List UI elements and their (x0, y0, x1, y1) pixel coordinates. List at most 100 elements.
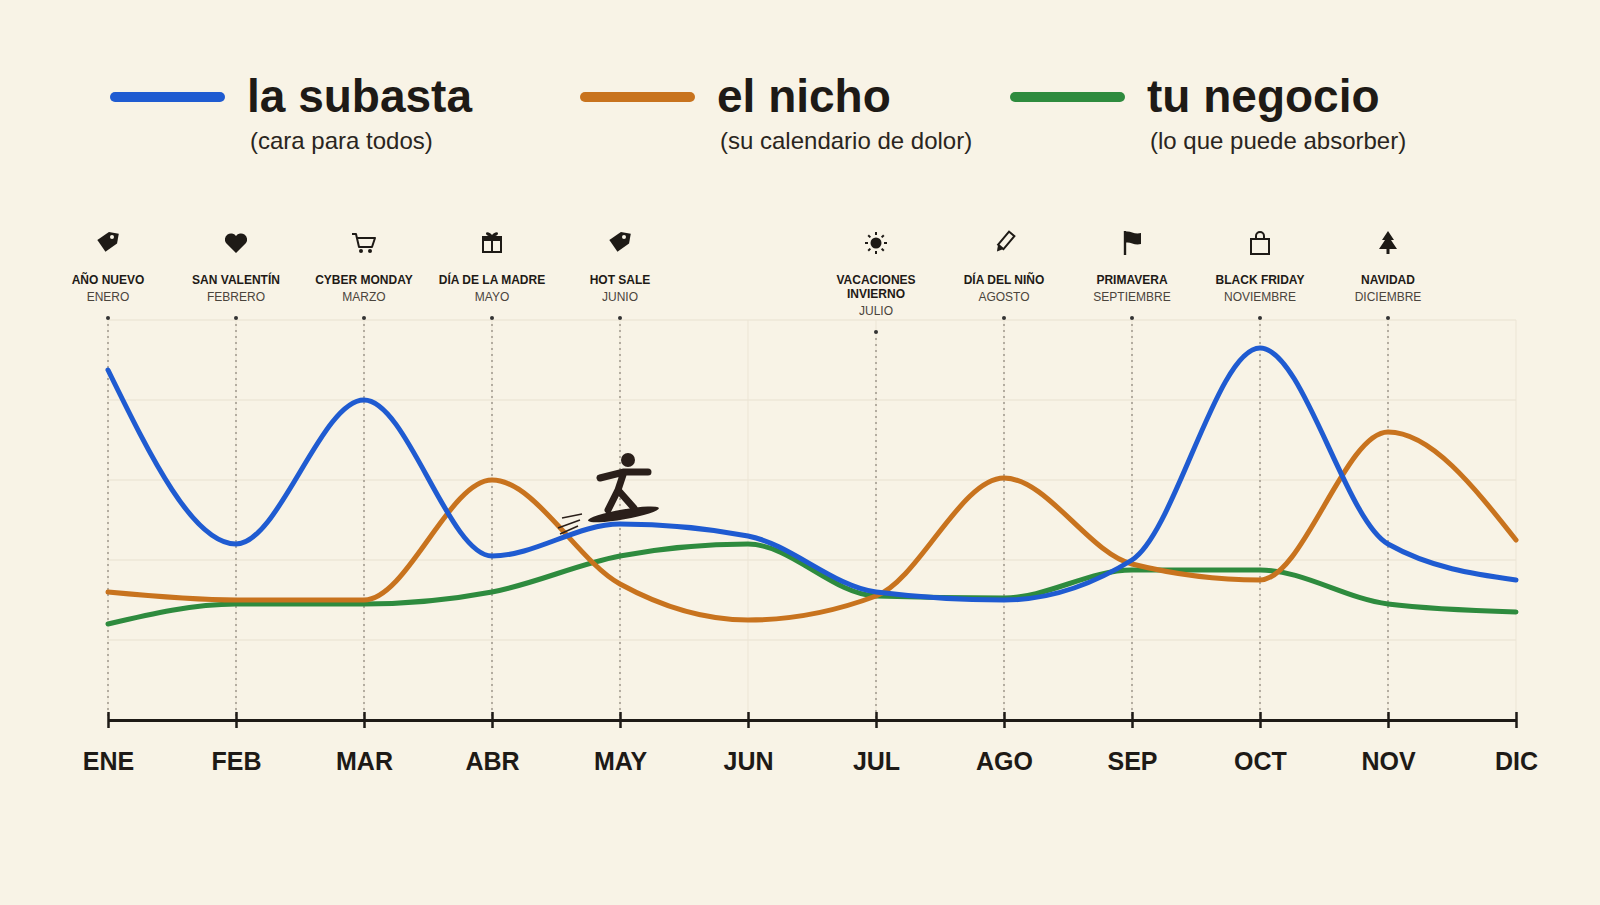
legend-item: tu negocio (lo que puede absorber) (1015, 70, 1406, 154)
event-icon (1251, 232, 1269, 254)
event-icon (96, 230, 119, 253)
tick: SEP (1107, 712, 1157, 775)
event-dot (490, 316, 494, 320)
tick-label: JUL (853, 747, 900, 775)
event: NAVIDAD DICIEMBRE (1355, 231, 1422, 720)
event-icon (1379, 231, 1397, 254)
event-dot (362, 316, 366, 320)
event-label: NAVIDAD (1361, 273, 1415, 287)
tick-label: JUN (723, 747, 773, 775)
event-label: VACACIONESINVIERNO (836, 273, 915, 301)
series-line (108, 432, 1516, 620)
event-dot (1130, 316, 1134, 320)
event-label: DÍA DE LA MADRE (439, 272, 545, 287)
tick: MAY (594, 712, 648, 775)
tick-label: ENE (83, 747, 134, 775)
event-icon (482, 233, 502, 252)
event: PRIMAVERA SEPTIEMBRE (1093, 231, 1170, 720)
event: SAN VALENTÍN FEBRERO (192, 233, 280, 720)
event-icon (994, 232, 1014, 254)
event-sublabel: FEBRERO (207, 290, 265, 304)
grid-line (108, 560, 1516, 561)
legend-label: la subasta (247, 70, 472, 122)
grid-line (1132, 320, 1133, 720)
legend-description: (lo que puede absorber) (1150, 127, 1406, 154)
event-sublabel: MARZO (342, 290, 385, 304)
event-sublabel: SEPTIEMBRE (1093, 290, 1170, 304)
grid-line (1516, 320, 1517, 720)
legend-swatch (585, 92, 690, 102)
tick-mark (1259, 712, 1262, 728)
event: BLACK FRIDAYNOVIEMBRE (1216, 232, 1305, 720)
event-sublabel: JUNIO (602, 290, 638, 304)
legend-label: tu negocio (1147, 70, 1380, 122)
event-dot (234, 316, 238, 320)
event-label: CYBER MONDAY (315, 273, 413, 287)
grid-line (492, 320, 493, 720)
event-icon (608, 230, 631, 253)
event-label: DÍA DEL NIÑO (964, 272, 1045, 287)
tick-label: MAY (594, 747, 648, 775)
grid-line (876, 320, 877, 720)
grid-line (108, 320, 1516, 321)
event-sublabel: ENERO (87, 290, 130, 304)
tick: OCT (1234, 712, 1287, 775)
grid-line (108, 720, 1516, 721)
event-line (1387, 324, 1388, 720)
event: CYBER MONDAY MARZO (315, 234, 413, 720)
legend-swatch (1015, 92, 1120, 102)
event-line (107, 324, 108, 720)
tick-label: AGO (976, 747, 1033, 775)
tick: NOV (1361, 712, 1416, 775)
tick-mark (1387, 712, 1390, 728)
tick-label: MAR (336, 747, 393, 775)
legend-item: la subasta (cara para todos) (115, 70, 472, 154)
tick-label: DIC (1495, 747, 1538, 775)
grid-line (364, 320, 365, 720)
event-label: PRIMAVERA (1096, 273, 1167, 287)
tick-label: ABR (465, 747, 519, 775)
plot-area (108, 348, 1516, 624)
grid-line (108, 480, 1516, 481)
event-line (235, 324, 236, 720)
legend-description: (cara para todos) (250, 127, 433, 154)
event-line (1003, 324, 1004, 720)
x-axis: ENE FEB MAR ABR MAY JUN JUL AGO SEP OCT NOV DIC (83, 712, 1538, 775)
event-dot (874, 330, 878, 334)
surfer (558, 453, 660, 534)
grid (108, 320, 1516, 720)
tick: JUN (723, 712, 773, 775)
legend-item: el nicho(su calendario de dolor) (585, 70, 972, 154)
legend-label: el nicho (717, 70, 891, 122)
grid-line (108, 320, 109, 720)
tick-mark (619, 712, 622, 728)
event-dot (106, 316, 110, 320)
event-line (491, 324, 492, 720)
background (0, 0, 1600, 905)
tick-label: OCT (1234, 747, 1287, 775)
tick-mark (363, 712, 366, 728)
event-icon (865, 232, 887, 254)
event: AÑO NUEVOENERO (72, 230, 145, 720)
event-dot (1258, 316, 1262, 320)
legend: la subasta (cara para todos) el nicho(su c… (115, 70, 1406, 154)
event-line (363, 324, 364, 720)
event-label: SAN VALENTÍN (192, 272, 280, 287)
event-sublabel: AGOSTO (978, 290, 1029, 304)
tick-label: NOV (1361, 747, 1416, 775)
event-sublabel: DICIEMBRE (1355, 290, 1422, 304)
legend-swatch (115, 92, 220, 102)
tick-mark (747, 712, 750, 728)
event-line (875, 338, 876, 720)
event-line (1259, 324, 1260, 720)
grid-line (748, 320, 749, 720)
tick: DIC (1495, 712, 1538, 775)
tick: ABR (465, 712, 519, 775)
tick-mark (491, 712, 494, 728)
grid-line (1260, 320, 1261, 720)
tick: FEB (212, 712, 262, 775)
event: DÍA DE LA MADREMAYO (439, 233, 545, 720)
tick: ENE (83, 712, 134, 775)
event-icon (225, 233, 247, 253)
event-icon (1125, 231, 1141, 255)
